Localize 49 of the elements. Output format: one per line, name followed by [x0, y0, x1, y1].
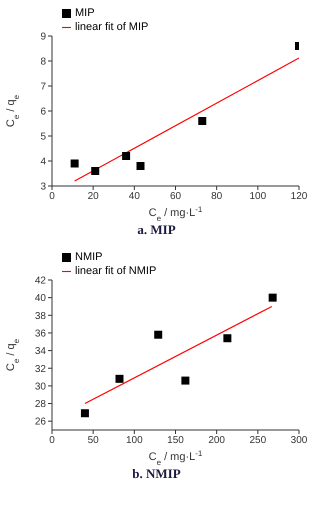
point — [198, 117, 206, 125]
x-tick-label: 0 — [49, 435, 56, 446]
point — [154, 330, 162, 339]
legend-label: linear fit of NMIP — [75, 265, 156, 277]
x-tick-label: 250 — [249, 435, 267, 446]
text: a. MIP — [136, 222, 177, 238]
x-tick-label: 20 — [88, 191, 100, 202]
y-tick-label: 32 — [34, 364, 46, 375]
y-tick-label: 34 — [34, 346, 46, 358]
legend-label: linear fit of MIP — [75, 21, 148, 33]
x-tick-label: 80 — [211, 191, 223, 202]
y-tick-label: 38 — [34, 310, 46, 322]
y-tick-label: 9 — [40, 32, 46, 43]
point — [122, 152, 130, 160]
y-tick-label: 7 — [40, 82, 46, 93]
x-tick-label: 300 — [290, 435, 308, 446]
x-tick-label: 120 — [290, 191, 308, 202]
y-tick-label: 4 — [40, 156, 46, 168]
y-tick-label: 30 — [34, 381, 46, 392]
y-tick-label: 36 — [34, 328, 46, 340]
point — [136, 162, 145, 170]
text: b. NMIP — [131, 466, 182, 482]
y-tick-label: 5 — [40, 132, 46, 143]
x-tick-label: 60 — [170, 191, 182, 202]
x-axis-title: C$_{e}$ / mg·L$^{-1}$ — [148, 204, 203, 222]
x-tick-label: 100 — [249, 191, 267, 202]
x-tick-label: 40 — [128, 191, 140, 202]
x-axis-title: C$_{e}$ / mg·L$^{-1}$ — [148, 448, 203, 466]
y-tick-label: 3 — [40, 182, 46, 193]
point — [181, 376, 190, 385]
y-tick-label: 28 — [34, 399, 46, 410]
x-tick-label: 0 — [49, 191, 56, 202]
y-tick-label: 8 — [40, 56, 46, 68]
x-tick-label: 50 — [88, 435, 100, 446]
y-tick-label: 26 — [34, 416, 46, 428]
point — [70, 160, 79, 168]
point — [91, 167, 100, 175]
point — [223, 334, 232, 342]
x-tick-label: 200 — [208, 435, 226, 446]
point — [80, 409, 89, 418]
x-tick-label: 100 — [126, 435, 144, 446]
y-tick-label: 6 — [40, 106, 46, 118]
y-tick-label: 42 — [34, 276, 46, 287]
legend-label: NMIP — [75, 251, 102, 263]
y-tick-label: 40 — [34, 293, 46, 304]
x-tick-label: 150 — [167, 435, 184, 446]
legend-label: MIP — [75, 7, 95, 19]
point — [116, 374, 124, 383]
point — [268, 294, 277, 302]
